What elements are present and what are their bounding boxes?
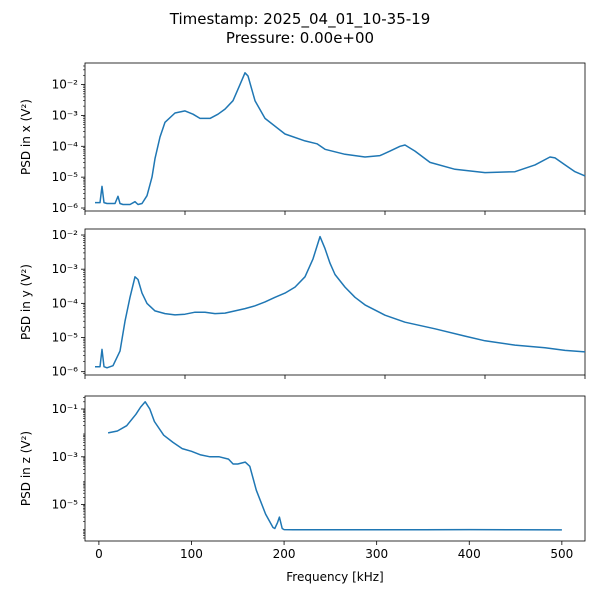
y-tick-label: 10⁻⁴ <box>52 296 79 310</box>
y-tick-label: 10⁻³ <box>52 108 79 122</box>
y-tick-label: 10⁻² <box>52 78 79 92</box>
x-tick-label: 500 <box>550 547 573 561</box>
x-tick-label: 200 <box>273 547 296 561</box>
y-tick-label: 10⁻⁶ <box>52 365 79 379</box>
panel-z: 10⁻⁵ 10⁻³ 10⁻¹ 0 100 200 300 400 500 PSD in z (V²… <box>19 395 586 584</box>
figure-title-line-1: Timestamp: 2025_04_01_10-35-19 <box>169 10 431 29</box>
plot-frame <box>84 228 586 376</box>
y-tick-label: 10⁻⁵ <box>52 331 79 345</box>
y-tick-label: 10⁻³ <box>52 450 79 464</box>
x-tick-label: 400 <box>458 547 481 561</box>
psd-line <box>95 72 586 206</box>
y-tick-label: 10⁻² <box>52 228 79 242</box>
x-tick-label: 0 <box>95 547 103 561</box>
y-tick-label: 10⁻³ <box>52 262 79 276</box>
y-axis-label: PSD in x (V²) <box>19 99 33 175</box>
panel-y: 10⁻⁶ 10⁻⁵ 10⁻⁴ 10⁻³ 10⁻² PSD in y (V²) <box>19 228 586 379</box>
y-tick-label: 10⁻⁵ <box>52 170 79 184</box>
plot-frame <box>84 395 586 542</box>
figure-title-line-2: Pressure: 0.00e+00 <box>226 29 374 47</box>
y-tick-label: 10⁻⁵ <box>52 498 79 512</box>
x-tick-label: 100 <box>180 547 203 561</box>
y-axis-label: PSD in z (V²) <box>19 431 33 506</box>
x-axis-label: Frequency [kHz] <box>286 570 383 584</box>
panel-x: 10⁻⁶ 10⁻⁵ 10⁻⁴ 10⁻³ 10⁻² PSD in x (V²) <box>19 62 586 215</box>
y-tick-label: 10⁻⁶ <box>52 201 79 215</box>
psd-line <box>95 235 586 369</box>
y-tick-label: 10⁻¹ <box>52 402 79 416</box>
psd-line <box>107 401 562 531</box>
x-tick-label: 300 <box>365 547 388 561</box>
y-tick-label: 10⁻⁴ <box>52 139 79 153</box>
y-axis-label: PSD in y (V²) <box>19 264 33 340</box>
